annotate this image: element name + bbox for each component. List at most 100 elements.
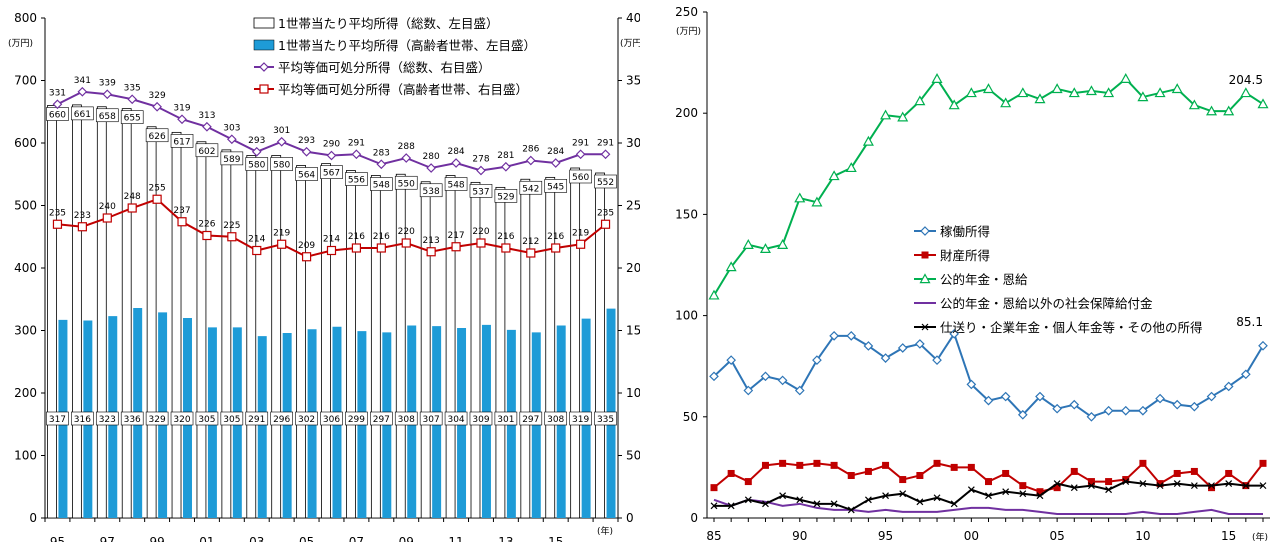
series-other-point bbox=[1139, 480, 1147, 488]
series-pension-point bbox=[1017, 87, 1029, 98]
bar-elderly-value-label: 301 bbox=[497, 415, 514, 425]
series-other-point bbox=[744, 496, 752, 504]
series-other-point bbox=[1259, 482, 1267, 490]
legend-marker-elderly bbox=[259, 84, 269, 94]
right-tick-label: 200 bbox=[626, 261, 640, 275]
legend-labor-marker bbox=[920, 226, 930, 236]
line-elderly-value-label: 235 bbox=[597, 208, 614, 218]
bar-total bbox=[146, 126, 157, 519]
series-property-point bbox=[779, 459, 787, 467]
bar-total-label-box bbox=[469, 184, 493, 198]
line-elderly-point bbox=[277, 239, 287, 249]
series-property-point bbox=[1087, 478, 1095, 486]
series-labor-point bbox=[743, 385, 754, 396]
line-total-value-label: 284 bbox=[447, 147, 464, 157]
series-property-point bbox=[830, 461, 838, 469]
line-total-point bbox=[476, 165, 486, 176]
left-tick-label: 800 bbox=[14, 11, 37, 25]
line-total-point bbox=[102, 89, 113, 100]
line-elderly-value-label: 237 bbox=[173, 206, 190, 216]
bar-total-label-box bbox=[569, 169, 592, 184]
bar-total bbox=[246, 155, 257, 519]
series-labor-point bbox=[932, 355, 942, 365]
legend-property-marker bbox=[921, 251, 929, 259]
line-elderly-value-label: 213 bbox=[423, 236, 440, 246]
line-elderly-point bbox=[401, 238, 411, 248]
line-elderly-point bbox=[526, 248, 536, 258]
series-other-point bbox=[1088, 482, 1095, 490]
bar-elderly-label-box bbox=[95, 411, 119, 426]
line-total-point bbox=[426, 163, 437, 173]
series-labor-point bbox=[760, 371, 771, 382]
left-tick-label: 200 bbox=[14, 386, 37, 400]
line-total-value-label: 280 bbox=[423, 152, 440, 162]
series-property-point bbox=[985, 478, 992, 486]
bar-total-label-box bbox=[444, 177, 468, 191]
legend-property-label: 財産所得 bbox=[940, 248, 990, 263]
line-total-point bbox=[525, 155, 536, 166]
right-tick-label: 150 bbox=[626, 324, 640, 338]
bar-elderly-label-box bbox=[195, 411, 219, 426]
series-social-security-line bbox=[713, 498, 1263, 515]
left-tick-label: 400 bbox=[14, 261, 37, 275]
y-tick-label: 0 bbox=[690, 511, 698, 525]
series-property-point bbox=[1225, 469, 1233, 477]
line-elderly-point bbox=[177, 217, 187, 227]
series-property-point bbox=[864, 467, 872, 475]
bar-total-value-label: 567 bbox=[323, 169, 340, 179]
y-tick-label: 250 bbox=[675, 5, 698, 19]
bar-total-value-label: 602 bbox=[198, 147, 215, 157]
line-elderly-value-label: 217 bbox=[447, 231, 464, 241]
bar-elderly-value-label: 297 bbox=[373, 415, 390, 425]
bar-total bbox=[171, 131, 182, 519]
bar-total-value-label: 552 bbox=[597, 178, 614, 188]
series-pension-point bbox=[1085, 85, 1097, 96]
right-tick-label: 100 bbox=[626, 386, 640, 400]
series-pension-point bbox=[862, 135, 874, 146]
series-property-point bbox=[1259, 459, 1267, 467]
series-property-point bbox=[1036, 488, 1044, 496]
line-total-point bbox=[575, 149, 586, 160]
line-total-point bbox=[351, 149, 362, 160]
series-other-point bbox=[985, 492, 992, 500]
line-elderly-point bbox=[501, 243, 511, 253]
bar-elderly-label-box bbox=[469, 411, 493, 426]
x-tick-label: 07 bbox=[349, 535, 364, 542]
x-tick-label: 13 bbox=[498, 535, 513, 542]
series-pension-point bbox=[982, 83, 995, 94]
series-labor-point bbox=[1069, 399, 1080, 410]
bar-total-value-label: 537 bbox=[472, 187, 489, 197]
x-tick-label: 05 bbox=[1049, 529, 1064, 542]
series-labor-point bbox=[1138, 405, 1148, 416]
series-labor-point bbox=[829, 330, 839, 341]
bar-total bbox=[370, 175, 381, 519]
bar-elderly-value-label: 307 bbox=[423, 415, 440, 425]
bar-elderly-value-label: 299 bbox=[348, 415, 365, 425]
series-pension-point bbox=[725, 261, 737, 272]
series-labor-point bbox=[880, 353, 891, 363]
x-tick-label: 05 bbox=[299, 535, 314, 542]
series-property-point bbox=[1002, 469, 1010, 477]
series-other-point bbox=[847, 506, 855, 514]
bar-total bbox=[570, 167, 581, 519]
bar-total-value-label: 661 bbox=[74, 110, 91, 120]
line-elderly-value-label: 220 bbox=[472, 227, 489, 237]
bar-total-label-box bbox=[145, 128, 169, 143]
line-elderly-point bbox=[227, 232, 237, 242]
line-total-point bbox=[226, 134, 237, 145]
series-pension-point bbox=[1137, 91, 1149, 102]
line-elderly-point bbox=[252, 245, 262, 256]
bar-elderly-label-box bbox=[320, 411, 343, 426]
series-pension-point bbox=[777, 239, 789, 249]
series-pension-point bbox=[1068, 87, 1080, 98]
line-elderly-value-label: 219 bbox=[572, 228, 589, 238]
line-total-point bbox=[77, 86, 88, 97]
bar-total bbox=[395, 173, 406, 519]
series-labor-point bbox=[1086, 411, 1097, 422]
line-elderly-value-label: 233 bbox=[74, 211, 91, 221]
y-tick-label: 150 bbox=[675, 207, 698, 221]
series-property-point bbox=[744, 478, 752, 486]
line-total-point bbox=[52, 99, 63, 110]
bar-total bbox=[121, 108, 132, 519]
series-other-point bbox=[1208, 482, 1215, 490]
